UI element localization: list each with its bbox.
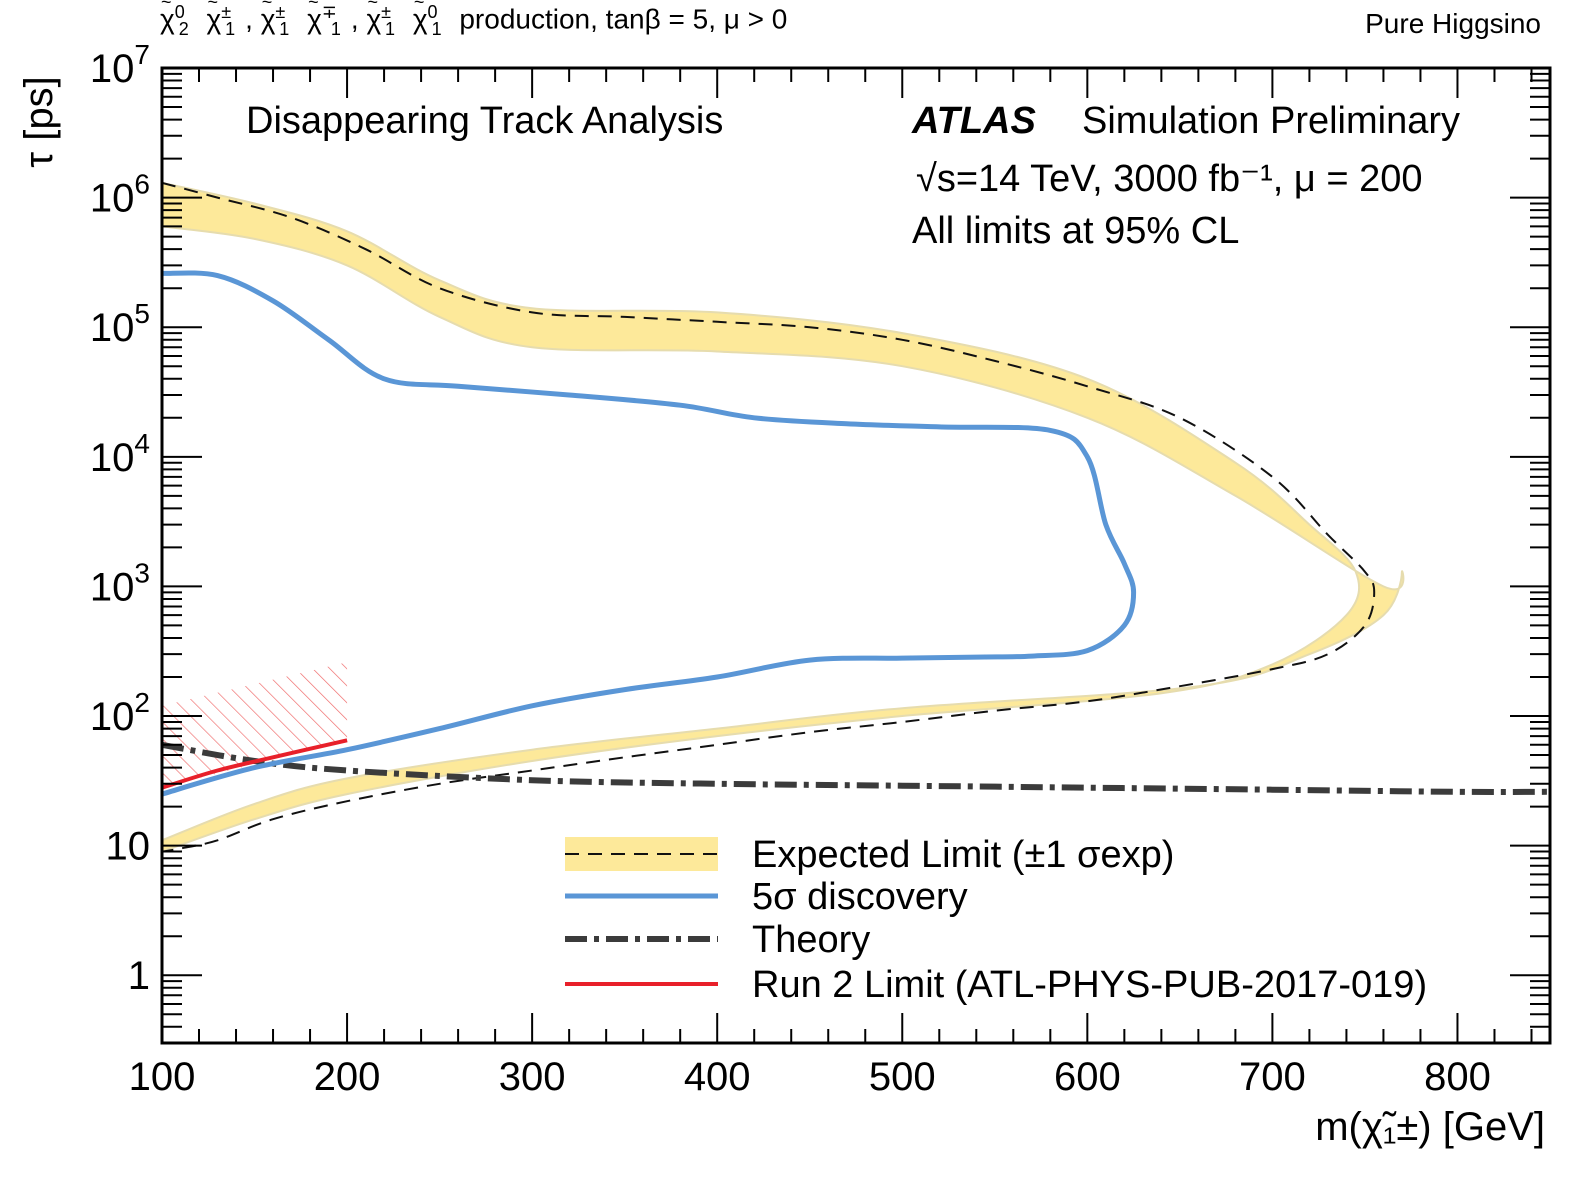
y-tick-label: 102 xyxy=(90,687,150,739)
chi1pm-symbol: ~ χ±1 xyxy=(366,0,396,39)
x-tick-label: 200 xyxy=(314,1055,381,1099)
model-label: Pure Higgsino xyxy=(1365,8,1541,39)
x-tick-label: 700 xyxy=(1239,1055,1306,1099)
plot-frame xyxy=(160,66,1552,1045)
legend: Expected Limit (±1 σexp)5σ discoveryTheo… xyxy=(565,834,1427,1006)
expected-band xyxy=(162,181,1405,853)
y-tick-label: 104 xyxy=(90,428,150,480)
legend-label: Expected Limit (±1 σexp) xyxy=(752,834,1174,876)
y-tick-label: 105 xyxy=(90,298,150,350)
x-tick-label: 100 xyxy=(129,1055,196,1099)
y-tick-label: 103 xyxy=(90,557,150,609)
x-tick-label: 400 xyxy=(684,1055,751,1099)
process-label: ~ χ02 ~ χ±1, ~ χ±1 ~ χ∓1, ~ χ±1 ~ χ01 producti… xyxy=(160,0,788,39)
x-tick-label: 600 xyxy=(1054,1055,1121,1099)
run2-limit-line xyxy=(162,738,348,790)
atlas-label: ATLAS xyxy=(911,100,1036,142)
x-tick-label: 300 xyxy=(499,1055,566,1099)
chi10-symbol: ~ χ01 xyxy=(412,0,442,39)
legend-label: Run 2 Limit (ATL-PHYS-PUB-2017-019) xyxy=(752,964,1427,1006)
y-tick-label: 1 xyxy=(128,954,150,998)
cl-label: All limits at 95% CL xyxy=(912,210,1239,252)
theory-line xyxy=(162,741,1550,795)
y-tick-label: 106 xyxy=(90,169,150,221)
y-tick-label: 10 xyxy=(106,825,151,869)
y-tick-label: 107 xyxy=(90,39,150,91)
y-axis-title: τ [ps] xyxy=(17,76,61,167)
process-text: production, tanβ = 5, μ > 0 xyxy=(459,3,788,35)
x-tick-label: 500 xyxy=(869,1055,936,1099)
x-axis-title: m(χ̃₁±) [GeV] xyxy=(1315,1105,1545,1149)
energy-label: √s=14 TeV, 3000 fb⁻¹, μ = 200 xyxy=(916,158,1423,200)
simulation-label: Simulation Preliminary xyxy=(1082,100,1460,142)
legend-label: Theory xyxy=(752,919,870,961)
analysis-label: Disappearing Track Analysis xyxy=(246,100,723,142)
expected-limit-line xyxy=(162,181,1376,853)
chi20-symbol: ~ χ02 xyxy=(160,0,189,39)
chi1pm-symbol: ~ χ±1 xyxy=(206,0,236,39)
discovery-line xyxy=(162,270,1137,797)
chi1mp-symbol: ~ χ∓1 xyxy=(307,0,341,39)
chi1pm-symbol: ~ χ±1 xyxy=(260,0,290,39)
legend-label: 5σ discovery xyxy=(752,876,968,918)
x-tick-label: 800 xyxy=(1424,1055,1491,1099)
